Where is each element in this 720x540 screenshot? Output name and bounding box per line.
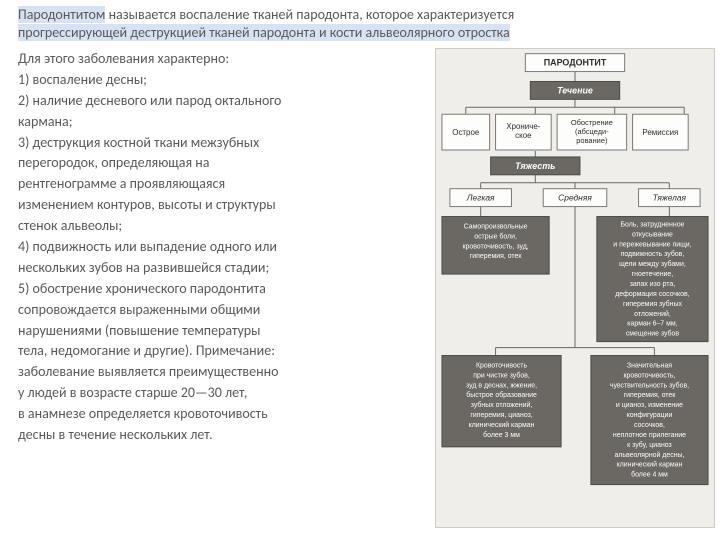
body-line: десны в течение нескольких лет. [18, 426, 433, 445]
body-line: 3) деструкция костной ткани межзубных [18, 134, 433, 153]
node-course: Течение [557, 85, 593, 95]
body-line: изменением контуров, высоты и структуры [18, 196, 433, 215]
body-line: тела, недомогание и другие). Примечание: [18, 342, 433, 361]
node-course-item: Ремиссия [642, 128, 678, 137]
node-root: ПАРОДОНТИТ [544, 58, 607, 68]
body-line: Для этого заболевания характерно: [18, 50, 433, 69]
body-line: 5) обострение хронического пародонтита [18, 280, 433, 299]
node-sev-item: Средняя [558, 193, 592, 203]
body-line: нарушениями (повышение температуры [18, 322, 433, 341]
body-line: заболевание выявляется преимущественно [18, 363, 433, 382]
intro-text-1: называется воспаление тканей пародонта, … [105, 6, 514, 23]
body-line: у людей в возрасте старше 20—30 лет, [18, 384, 433, 403]
body-line: перегородок, определяющая на [18, 154, 433, 173]
body-line: стенок альвеолы; [18, 217, 433, 236]
body-text: Для этого заболевания характерно: 1) вос… [18, 50, 433, 447]
node-severity: Тяжесть [515, 161, 555, 171]
term-highlight: Пародонтитом [18, 6, 105, 23]
intro-block: Пародонтитом называется воспаление ткане… [0, 0, 720, 44]
node-course-item: Острое [452, 128, 480, 137]
body-line: в анамнезе определяется кровоточивость [18, 405, 433, 424]
intro-text-2: прогрессирующей деструкцией тканей парод… [18, 24, 510, 41]
body-line: сопровождается выраженными общими [18, 301, 433, 320]
body-line: рентгенограмме а проявляющаяся [18, 175, 433, 194]
node-sev-item: Тяжелая [653, 193, 687, 203]
node-sev-item: Легкая [466, 193, 495, 203]
body-line: 1) воспаление десны; [18, 71, 433, 90]
classification-diagram: ПАРОДОНТИТ Течение Острое Хрониче-ское О… [435, 48, 715, 528]
body-line: нескольких зубов на развившейся стадии; [18, 259, 433, 278]
body-line: кармана; [18, 113, 433, 132]
node-course-item: Обострение(абсцеди-рование) [571, 118, 613, 145]
body-line: 4) подвижность или выпадение одного или [18, 238, 433, 257]
body-line: 2) наличие десневого или парод октальног… [18, 92, 433, 111]
